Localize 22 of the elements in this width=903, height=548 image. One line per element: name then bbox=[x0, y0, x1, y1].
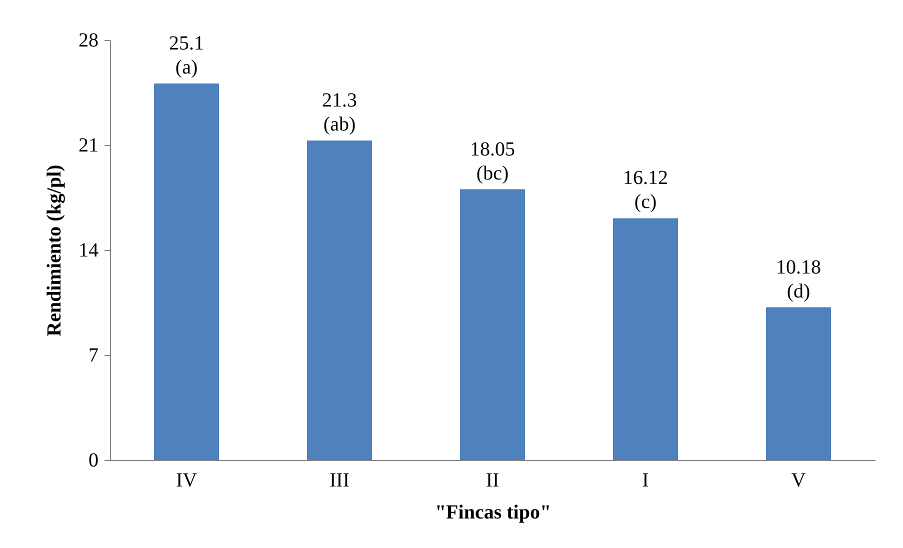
x-tick-label: V bbox=[791, 470, 806, 492]
y-tick-label: 21 bbox=[78, 134, 98, 156]
text: 25.1 (a) bbox=[169, 32, 204, 78]
bar bbox=[766, 307, 831, 460]
y-axis-title: Rendimiento (kg/pl) bbox=[44, 164, 66, 336]
x-tick-label: IV bbox=[176, 470, 198, 492]
y-tick-label: 14 bbox=[78, 240, 98, 262]
bar bbox=[307, 140, 372, 460]
x-tick-label: II bbox=[486, 470, 500, 492]
x-axis-title: "Fincas tipo" bbox=[434, 502, 552, 524]
y-tick-label: 7 bbox=[88, 344, 98, 366]
bar bbox=[460, 189, 525, 460]
x-tick-label: I bbox=[642, 470, 649, 492]
text: 21.3 (ab) bbox=[322, 90, 357, 136]
x-tick-label: III bbox=[330, 470, 350, 492]
bar bbox=[613, 218, 678, 460]
text: 18.05 (bc) bbox=[470, 138, 515, 184]
text: 10.18 (d) bbox=[776, 256, 821, 302]
y-tick-label: 0 bbox=[88, 450, 98, 472]
bar bbox=[154, 84, 219, 460]
y-tick-label: 28 bbox=[78, 30, 98, 52]
text: 16.12 (c) bbox=[623, 167, 668, 214]
